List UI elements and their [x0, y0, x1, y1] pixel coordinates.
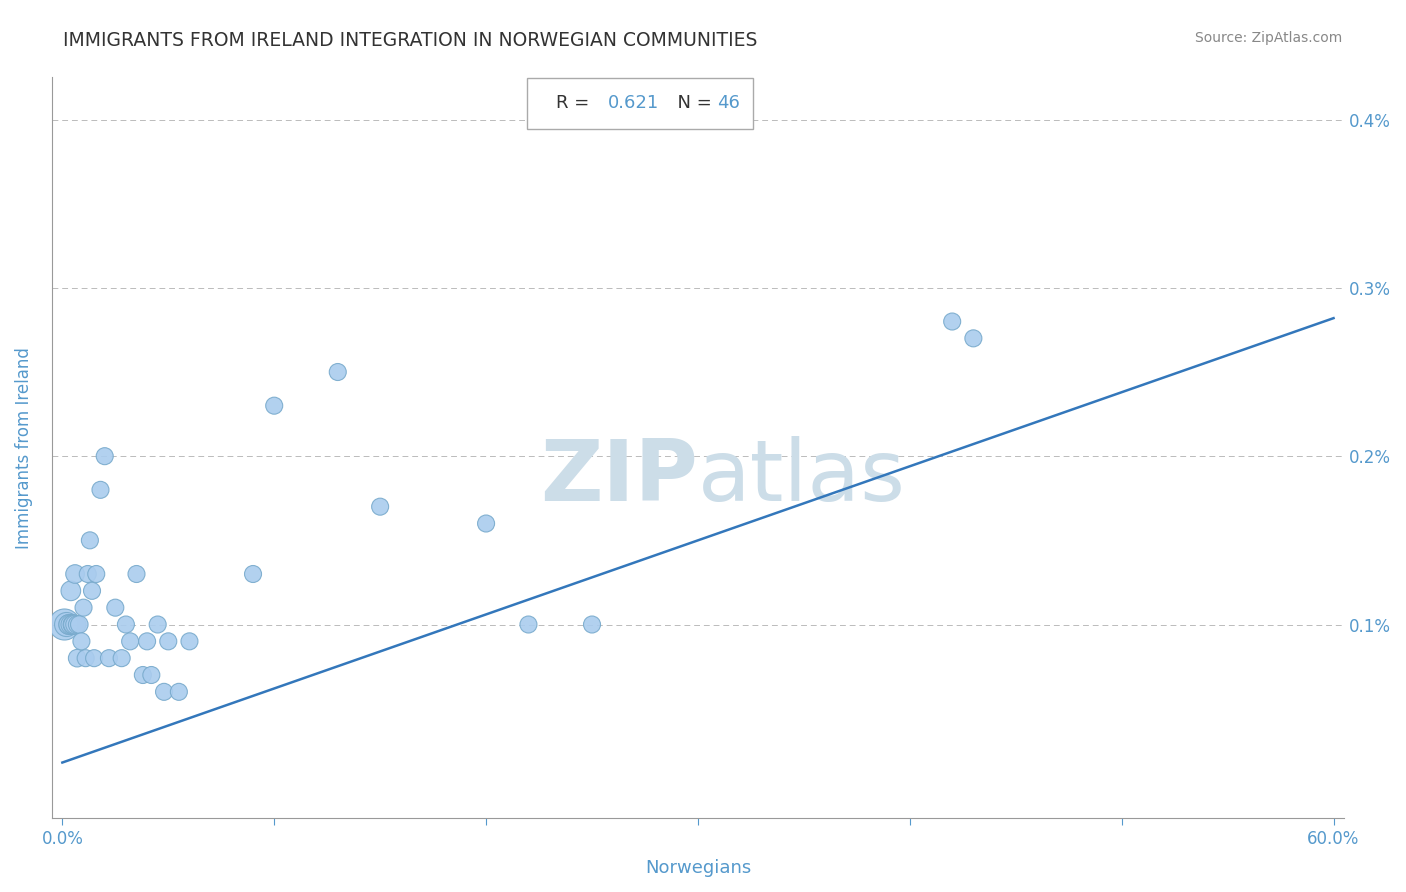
Point [89, 483, 111, 497]
Point [70, 634, 93, 648]
Point [76, 567, 98, 582]
Point [84, 567, 107, 582]
Point [581, 617, 603, 632]
Point [115, 617, 138, 632]
Point [263, 399, 285, 413]
Point [167, 685, 190, 699]
Point [125, 567, 148, 582]
Point [97, 651, 120, 665]
Text: atlas: atlas [697, 436, 905, 519]
Point [941, 314, 963, 328]
Point [53, 617, 76, 632]
Point [79, 533, 101, 548]
Point [962, 331, 984, 345]
Point [326, 365, 349, 379]
Point [132, 668, 155, 682]
Y-axis label: Immigrants from Ireland: Immigrants from Ireland [15, 347, 32, 549]
Point [55, 617, 77, 632]
Point [242, 567, 264, 582]
Text: IMMIGRANTS FROM IRELAND INTEGRATION IN NORWEGIAN COMMUNITIES: IMMIGRANTS FROM IRELAND INTEGRATION IN N… [63, 31, 758, 50]
Text: N =: N = [665, 95, 717, 112]
Text: ZIP: ZIP [540, 436, 697, 519]
Text: 46: 46 [717, 95, 740, 112]
Point [475, 516, 498, 531]
Point [59, 617, 82, 632]
Point [179, 634, 201, 648]
Point [153, 685, 176, 699]
Point [66, 617, 89, 632]
Point [66, 651, 89, 665]
Text: 0.621: 0.621 [607, 95, 659, 112]
Point [146, 617, 169, 632]
X-axis label: Norwegians: Norwegians [645, 859, 751, 877]
Point [63, 567, 86, 582]
Point [63, 617, 86, 632]
Point [157, 634, 180, 648]
Point [83, 651, 105, 665]
Point [72, 600, 94, 615]
Point [141, 668, 163, 682]
Point [93, 449, 115, 463]
Point [59, 583, 82, 598]
Point [80, 583, 103, 598]
Text: R =: R = [555, 95, 595, 112]
Point [120, 634, 142, 648]
Point [75, 651, 97, 665]
Point [58, 617, 80, 632]
Point [368, 500, 391, 514]
Point [111, 651, 134, 665]
Point [58, 617, 80, 632]
Point [517, 617, 540, 632]
Point [104, 600, 127, 615]
FancyBboxPatch shape [527, 78, 752, 128]
Point [136, 634, 159, 648]
Point [67, 617, 90, 632]
Point [62, 617, 84, 632]
Point [62, 617, 84, 632]
Text: Source: ZipAtlas.com: Source: ZipAtlas.com [1195, 31, 1343, 45]
